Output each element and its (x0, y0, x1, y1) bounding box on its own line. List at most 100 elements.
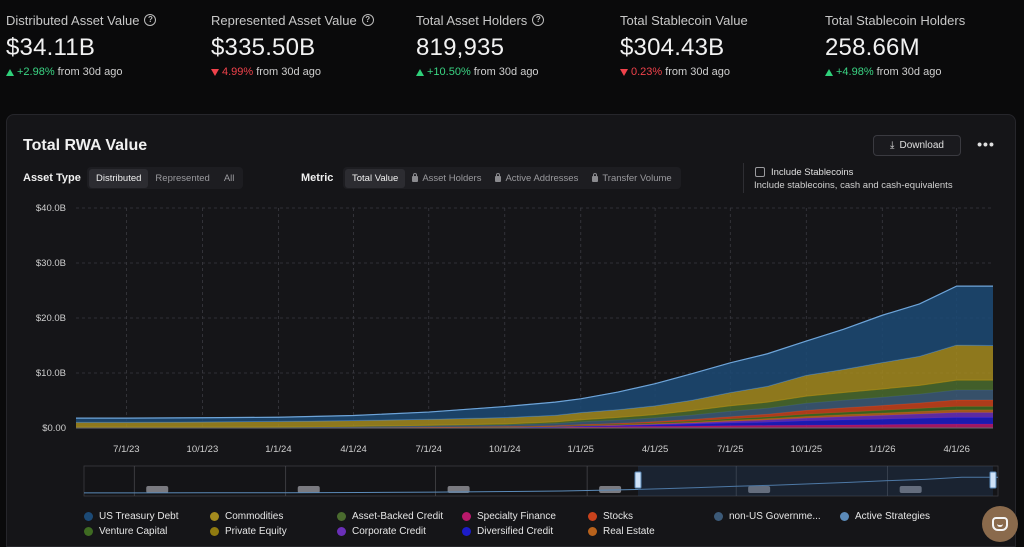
stat-card: Distributed Asset Value? $34.11B +2.98% fro… (6, 12, 206, 78)
legend-item[interactable]: Corporate Credit (337, 526, 426, 537)
asset-type-label: Asset Type (23, 172, 81, 184)
stat-label-text: Total Asset Holders (416, 12, 528, 28)
metric-option-label: Total Value (352, 172, 399, 184)
lock-icon (495, 173, 502, 182)
metric-option-label: Transfer Volume (602, 172, 672, 184)
area-nonus[interactable] (76, 390, 993, 428)
include-stablecoins-description: Include stablecoins, cash and cash-equiv… (754, 180, 953, 191)
range-navigator[interactable] (83, 465, 999, 497)
card-title: Total RWA Value (23, 137, 148, 154)
stat-change: 4.99% from 30d ago (211, 66, 411, 78)
info-icon[interactable]: ? (532, 14, 545, 26)
metric-option[interactable]: Total Value (345, 168, 406, 188)
legend-item[interactable]: Commodities (210, 511, 283, 522)
area-commodities[interactable] (76, 344, 993, 428)
include-stablecoins-checkbox[interactable] (755, 167, 765, 177)
legend-item[interactable]: US Treasury Debt (84, 511, 178, 522)
metric-option[interactable]: Active Addresses (488, 169, 585, 188)
y-tick-label: $30.0B (36, 258, 66, 269)
legend-item[interactable]: Active Strategies (840, 511, 930, 522)
navigator-window[interactable] (638, 466, 993, 496)
x-tick-label: 10/1/24 (489, 444, 521, 455)
arrow-down-icon (620, 68, 628, 76)
stat-value: 819,935 (416, 34, 505, 61)
metric-option[interactable]: Asset Holders (405, 169, 488, 188)
legend-swatch (588, 527, 597, 536)
stat-label-text: Total Stablecoin Value (620, 12, 748, 28)
legend-item[interactable]: Asset-Backed Credit (337, 511, 443, 522)
x-tick-label: 10/1/23 (187, 444, 219, 455)
metric-label: Metric (301, 172, 334, 184)
stat-change: +10.50% from 30d ago (416, 66, 616, 78)
metric-option-label: Asset Holders (422, 172, 482, 184)
legend-label: Venture Capital (99, 526, 168, 537)
stat-label: Represented Asset Value? (211, 12, 411, 28)
info-icon[interactable]: ? (361, 14, 374, 26)
navigator-label-chip (297, 486, 320, 493)
download-label: Download (899, 140, 944, 151)
x-tick-label: 4/1/24 (340, 444, 366, 455)
legend-swatch (714, 512, 723, 521)
legend-label: US Treasury Debt (99, 511, 179, 522)
chat-icon (992, 517, 1008, 531)
metric-option[interactable]: Transfer Volume (585, 169, 678, 188)
chart-legend: US Treasury Debt Commodities Asset-Backed … (0, 505, 1024, 547)
asset-type-option[interactable]: Distributed (89, 168, 149, 188)
asset-type-segmented: Distributed Represented All (87, 167, 244, 189)
x-tick-label: 4/1/25 (642, 444, 668, 455)
stat-change: +4.98% from 30d ago (825, 66, 1024, 78)
legend-label: Commodities (225, 511, 284, 522)
arrow-up-icon (6, 68, 14, 76)
more-options-button[interactable]: ••• (977, 136, 995, 152)
x-tick-label: 10/1/25 (790, 444, 822, 455)
area-specialty[interactable] (76, 424, 993, 428)
stats-strip: Distributed Asset Value? $34.11B +2.98% fro… (0, 0, 1024, 100)
stat-change-percent: +4.98% (836, 66, 874, 78)
area-diversified[interactable] (76, 417, 993, 428)
legend-item[interactable]: Venture Capital (84, 526, 167, 537)
stat-label-text: Represented Asset Value (211, 12, 357, 28)
area-stocks[interactable] (76, 399, 993, 428)
x-tick-label: 7/1/24 (416, 444, 442, 455)
x-tick-label: 4/1/26 (943, 444, 969, 455)
download-icon: ⤓ (890, 140, 895, 151)
navigator-handle-left[interactable] (634, 471, 642, 489)
stat-card: Total Asset Holders? 819,935 +10.50% from 3… (416, 12, 616, 78)
legend-swatch (84, 512, 93, 521)
legend-swatch (337, 512, 346, 521)
navigator-label-chip (599, 486, 622, 493)
asset-type-option[interactable]: Represented (155, 172, 210, 184)
stat-change-percent: 0.23% (631, 66, 663, 78)
stat-card: Total Stablecoin Holders 258.66M +4.98% fro… (825, 12, 1024, 78)
legend-label: Active Strategies (855, 511, 931, 522)
stat-card: Represented Asset Value? $335.50B 4.99% fro… (211, 12, 411, 78)
legend-item[interactable]: Real Estate (588, 526, 655, 537)
area-corp[interactable] (76, 412, 993, 428)
legend-item[interactable]: Diversified Credit (462, 526, 553, 537)
navigator-handle-right[interactable] (989, 471, 997, 489)
lock-icon (592, 173, 599, 182)
stat-label: Total Stablecoin Holders (825, 12, 1024, 28)
x-tick-label: 1/1/24 (265, 444, 291, 455)
stat-value: $304.43B (620, 34, 725, 61)
stat-value: $34.11B (6, 34, 96, 61)
y-tick-label: $0.00 (42, 423, 66, 434)
stat-card: Total Stablecoin Value $304.43B 0.23% from … (620, 12, 820, 78)
legend-item[interactable]: Stocks (588, 511, 633, 522)
legend-item[interactable]: Specialty Finance (462, 511, 556, 522)
info-icon[interactable]: ? (144, 14, 157, 26)
asset-type-option[interactable]: All (223, 172, 235, 184)
arrow-up-icon (825, 68, 833, 76)
x-tick-label: 7/1/23 (113, 444, 139, 455)
legend-item[interactable]: Private Equity (210, 526, 287, 537)
area-us_treasury[interactable] (76, 286, 993, 423)
metric-option-label: Active Addresses (505, 172, 579, 184)
legend-label: Specialty Finance (477, 511, 556, 522)
stat-label-text: Total Stablecoin Holders (825, 12, 966, 28)
stat-change-suffix: from 30d ago (665, 66, 731, 78)
legend-item[interactable]: non-US Governme... (714, 511, 821, 522)
stat-change-suffix: from 30d ago (57, 66, 123, 78)
chat-launcher-button[interactable] (982, 506, 1018, 542)
legend-label: Corporate Credit (352, 526, 426, 537)
download-button[interactable]: ⤓ Download (873, 135, 961, 156)
